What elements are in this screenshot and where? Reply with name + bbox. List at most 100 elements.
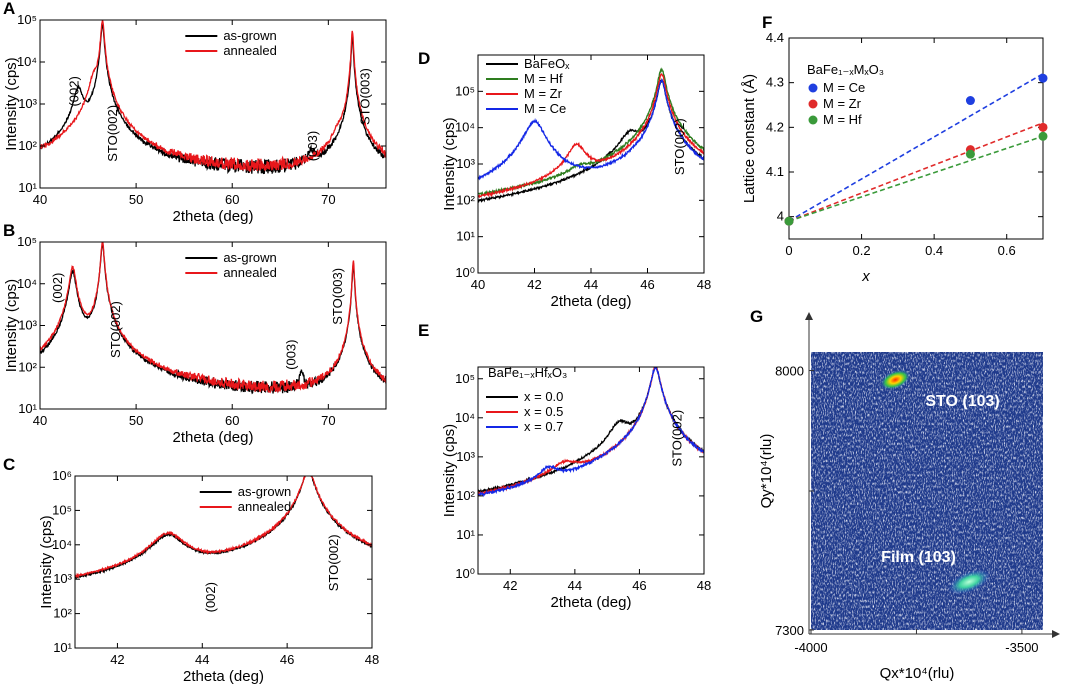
x-tick-label: 48 xyxy=(697,277,711,292)
y-tick-label: 10³ xyxy=(18,318,37,333)
panel-label-A: A xyxy=(3,0,15,18)
legend-label: M = Hf xyxy=(524,71,563,86)
peak-annotation: STO(003) xyxy=(330,268,345,325)
panel-label-B: B xyxy=(3,221,15,240)
y-tick-label: 10⁴ xyxy=(17,54,37,69)
x-axis-label: 2theta (deg) xyxy=(551,293,632,310)
y-tick-label: 10⁰ xyxy=(455,265,475,280)
spot-film-103- xyxy=(948,569,990,595)
y-tick-label: 7300 xyxy=(775,623,804,638)
spot-sto-103- xyxy=(880,369,911,391)
series-line-annealed xyxy=(40,242,386,394)
series-group xyxy=(75,476,372,580)
x-tick-label: 46 xyxy=(280,652,294,667)
legend-marker xyxy=(808,83,818,93)
y-tick-label: 10¹ xyxy=(53,640,72,655)
x-tick-label: 42 xyxy=(110,652,124,667)
panel-B: 40 50 60 70 10¹ 10² 10³ 10⁴ 10⁵ 2theta (deg) Inten… xyxy=(3,221,387,446)
x-tick-label: 46 xyxy=(640,277,654,292)
y-tick-label: 10⁵ xyxy=(455,83,475,98)
map-noise xyxy=(811,352,1043,630)
peak-annotation: STO(003) xyxy=(358,68,373,125)
spot-label-sto-103-: STO (103) xyxy=(925,393,999,410)
legend-label: M = Hf xyxy=(823,112,862,127)
x-axis-label: Qx*10⁴(rlu) xyxy=(880,665,955,682)
series-line-annealed xyxy=(75,476,372,579)
series-group xyxy=(40,242,386,395)
y-tick-label: 10² xyxy=(18,138,37,153)
series-group xyxy=(40,20,386,175)
y-tick-label: 4.2 xyxy=(766,119,784,134)
y-tick-label: 10² xyxy=(18,359,37,374)
x-tick-label: 0.2 xyxy=(853,243,871,258)
y-axis-label: Intensity (cps) xyxy=(38,515,55,608)
legend-title: BaFe₁₋ₓMₓO₃ xyxy=(807,62,884,77)
data-point-m-hf xyxy=(965,149,975,159)
x-axis-arrow-head xyxy=(1052,630,1060,638)
legend-label: as-grown xyxy=(223,28,276,43)
y-tick-label: 10⁴ xyxy=(17,276,37,291)
y-tick-label: 10⁵ xyxy=(52,502,72,517)
panel-label-D: D xyxy=(418,49,430,68)
y-tick-label: 4.3 xyxy=(766,75,784,90)
panel-D: 40 42 44 46 48 10⁰ 10¹ 10² 10³ 10⁴ 10⁵ 2theta (deg)… xyxy=(418,49,711,310)
peak-annotation: STO(002) xyxy=(108,301,123,358)
peak-annotation: STO(002) xyxy=(672,118,687,175)
x-tick-label: 46 xyxy=(632,578,646,593)
x-tick-label: 70 xyxy=(321,192,335,207)
x-tick-label: 0.6 xyxy=(998,243,1016,258)
legend-label: x = 0.7 xyxy=(524,419,563,434)
peak-annotation: (002) xyxy=(203,582,218,612)
panel-label-F: F xyxy=(762,13,772,32)
peak-annotation: (003) xyxy=(305,131,320,161)
series-group xyxy=(478,67,704,204)
legend-label: annealed xyxy=(238,499,291,514)
legend-label: BaFeOₓ xyxy=(524,56,570,71)
panel-E: 42 44 46 48 10⁰ 10¹ 10² 10³ 10⁴ 10⁵ 2theta (deg) In… xyxy=(418,321,711,611)
legend-label: M = Zr xyxy=(823,96,862,111)
fit-line-m-ce xyxy=(788,73,1044,222)
x-tick-label: 42 xyxy=(503,578,517,593)
data-point-m-ce xyxy=(965,96,975,106)
plot-frame xyxy=(74,475,373,649)
x-tick-label: 70 xyxy=(321,413,335,428)
y-tick-label: 4 xyxy=(777,209,784,224)
legend-label: M = Ce xyxy=(524,101,566,116)
series-line-m-hf xyxy=(478,67,704,197)
legend-label: annealed xyxy=(223,265,277,280)
x-tick-label: 42 xyxy=(527,277,541,292)
panel-label-G: G xyxy=(750,307,763,326)
x-tick-label: 60 xyxy=(225,192,239,207)
y-tick-label: 10³ xyxy=(456,449,475,464)
y-tick-label: 10¹ xyxy=(456,527,475,542)
peak-annotation: STO(002) xyxy=(105,105,120,162)
y-tick-label: 10³ xyxy=(456,156,475,171)
y-tick-label: 10³ xyxy=(18,96,37,111)
y-tick-label: 10⁰ xyxy=(455,566,475,581)
peak-annotation: STO(002) xyxy=(669,410,684,467)
y-tick-label: 8000 xyxy=(775,364,804,379)
y-tick-label: 10² xyxy=(53,606,72,621)
series-line-m-ce xyxy=(478,79,704,181)
panel-C: 42 44 46 48 10¹ 10² 10³ 10⁴ 10⁵ 10⁶ 2theta (deg) In… xyxy=(3,455,379,685)
spot-label-film-103-: Film (103) xyxy=(881,549,956,566)
y-tick-label: 10³ xyxy=(53,571,72,586)
y-tick-label: 10⁴ xyxy=(52,537,72,552)
legend-label: M = Ce xyxy=(823,80,865,95)
y-tick-label: 4.1 xyxy=(766,164,784,179)
y-tick-label: 10⁴ xyxy=(455,120,475,135)
x-tick-label: 40 xyxy=(33,192,47,207)
series-group xyxy=(478,367,704,498)
x-axis-label: 2theta (deg) xyxy=(173,429,254,446)
peak-annotation: (002) xyxy=(66,76,81,106)
x-tick-label: 60 xyxy=(225,413,239,428)
legend-label: x = 0.5 xyxy=(524,404,563,419)
x-axis-label: 2theta (deg) xyxy=(183,668,264,685)
series-line-as-grown xyxy=(40,23,386,175)
x-tick-label: 48 xyxy=(365,652,379,667)
panel-A: 40 50 60 70 10¹ 10² 10³ 10⁴ 10⁵ 2theta (deg) Inten… xyxy=(3,0,387,225)
y-tick-label: 10¹ xyxy=(18,180,37,195)
legend-label: M = Zr xyxy=(524,86,563,101)
panel-F: 0 0.2 0.4 0.6 4 4.1 4.2 4.3 4.4 x Lattice constant… xyxy=(741,13,1048,285)
